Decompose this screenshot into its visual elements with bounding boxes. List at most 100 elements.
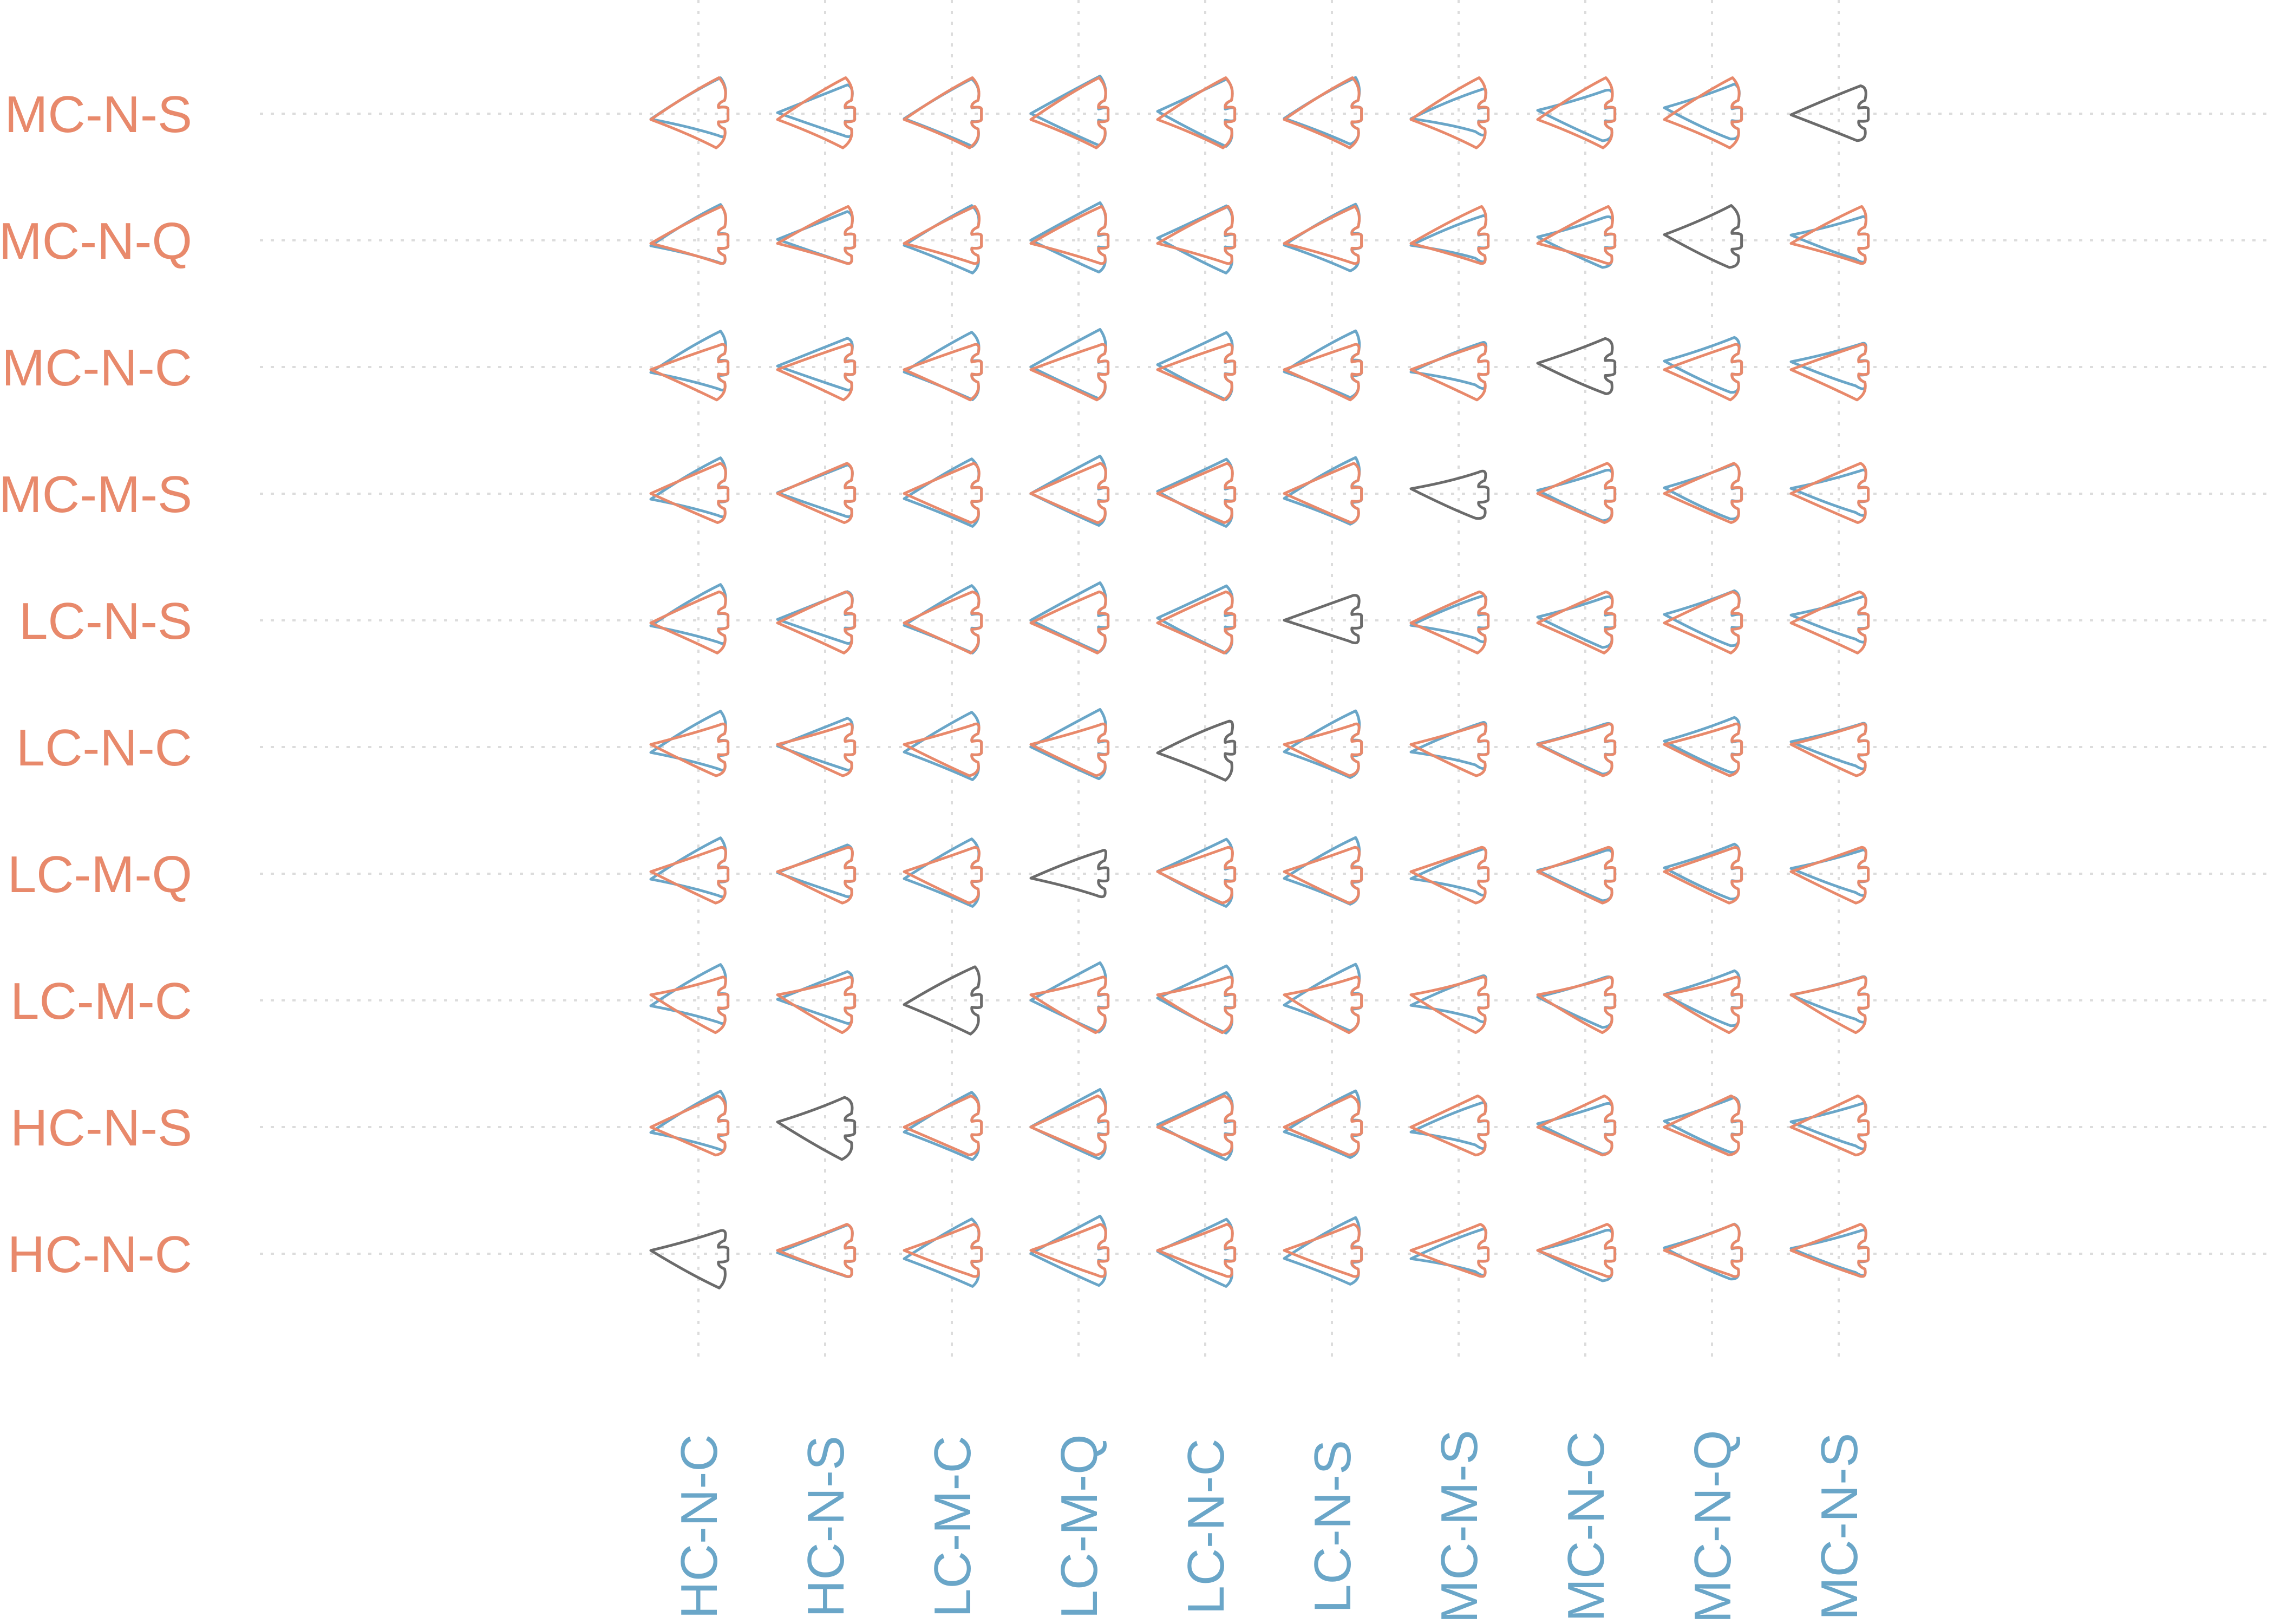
shape-cell xyxy=(649,583,730,654)
shape-outline-row-group xyxy=(1536,1094,1617,1157)
shape-outline-column-group xyxy=(649,330,730,392)
shape-outline-row-group xyxy=(1536,76,1617,149)
shape-cell xyxy=(1789,462,1870,524)
shape-outline-row-group xyxy=(1029,1223,1110,1278)
shape-cell xyxy=(776,843,857,905)
shape-cell xyxy=(649,76,730,149)
shape-outline-row-group xyxy=(1663,76,1743,149)
shape-outline-diagonal xyxy=(1156,719,1237,782)
shape-outline-row-group xyxy=(1409,1223,1490,1278)
shape-outline-row-group xyxy=(649,205,730,265)
shape-outline-row-group xyxy=(1156,1094,1237,1157)
shape-outline-row-group xyxy=(1789,1223,1870,1278)
shape-cell xyxy=(1663,462,1743,524)
shape-outline-row-group xyxy=(649,462,730,524)
shape-outline-row-group xyxy=(1789,846,1870,905)
shape-outline-column-group xyxy=(1789,848,1870,897)
shape-outline-row-group xyxy=(1663,1223,1743,1278)
shape-outline-row-group xyxy=(1663,1094,1743,1157)
shape-cell xyxy=(903,76,983,149)
shape-cell xyxy=(1789,975,1870,1034)
shape-outline-row-group xyxy=(649,590,730,654)
shape-outline-row-group xyxy=(1663,462,1743,524)
shape-outline-row-group xyxy=(1283,343,1363,402)
shape-outline-row-group xyxy=(1536,722,1617,777)
shape-cell xyxy=(903,457,983,528)
shape-outline-row-group xyxy=(1409,975,1490,1034)
shape-outline-row-group xyxy=(1156,590,1237,654)
shape-outline-row-group xyxy=(776,590,857,654)
shape-cell xyxy=(1663,589,1743,654)
shape-cell xyxy=(1789,84,1870,142)
shape-cell xyxy=(1283,709,1363,779)
shape-outline-row-group xyxy=(1536,1223,1617,1278)
shape-outline-column-group xyxy=(1409,848,1490,897)
shape-outline-diagonal xyxy=(776,1096,857,1161)
shape-cell xyxy=(1536,1223,1617,1282)
shape-outline-row-group xyxy=(776,462,857,524)
shape-outline-row-group xyxy=(649,1094,730,1157)
shape-cell xyxy=(1029,201,1110,274)
shape-cell xyxy=(1283,329,1363,402)
shape-cell xyxy=(1536,205,1617,269)
shape-cell xyxy=(776,462,857,524)
shape-cell xyxy=(1029,961,1110,1034)
shape-cell xyxy=(1536,975,1617,1034)
shape-cell xyxy=(903,331,983,402)
shape-cell xyxy=(903,204,983,274)
shape-cell xyxy=(903,711,983,781)
shape-outline-row-group xyxy=(776,846,857,905)
shape-outline-row-group xyxy=(1789,462,1870,524)
shape-cell xyxy=(1789,342,1870,402)
shape-cell xyxy=(1283,836,1363,906)
shape-outline-row-group xyxy=(1536,590,1617,654)
shape-cell xyxy=(1409,721,1490,777)
shape-cell xyxy=(776,717,857,777)
shape-cell xyxy=(1029,1088,1110,1161)
shape-cell xyxy=(1029,581,1110,654)
shape-outline-row-group xyxy=(1536,462,1617,524)
shape-outline-column-group xyxy=(1789,722,1870,770)
shape-outline-diagonal xyxy=(1283,594,1363,645)
row-label: LC-N-S xyxy=(19,592,192,650)
shape-outline-row-group xyxy=(903,590,983,654)
shape-outline-row-group xyxy=(1663,722,1743,777)
shape-cell xyxy=(1029,708,1110,781)
shape-cell xyxy=(649,1229,730,1289)
shape-outline-row-group xyxy=(1789,975,1870,1034)
grid-lines xyxy=(260,0,2274,1364)
shape-outline-row-group xyxy=(1283,76,1363,149)
shape-outline-row-group xyxy=(1283,975,1363,1034)
shape-outline-diagonal xyxy=(1663,204,1743,269)
column-label: LC-N-S xyxy=(1304,1440,1362,1613)
shape-cell xyxy=(1536,337,1617,395)
shape-outline-row-group xyxy=(1029,722,1110,777)
shape-outline-column-group xyxy=(1156,1091,1237,1161)
shape-outline-row-group xyxy=(776,722,857,777)
shape-cell xyxy=(776,970,857,1034)
column-label: HC-N-S xyxy=(797,1436,855,1618)
shape-cell xyxy=(1409,76,1490,149)
shape-outline-row-group xyxy=(1663,343,1743,402)
shape-outline-row-group xyxy=(1409,1094,1490,1157)
shape-outline-column-group xyxy=(1029,708,1110,781)
shape-cell xyxy=(1536,462,1617,524)
shape-outline-row-group xyxy=(1283,722,1363,777)
row-label: LC-N-C xyxy=(16,719,192,777)
shape-outline-row-group xyxy=(903,722,983,777)
column-label: LC-N-C xyxy=(1177,1438,1235,1614)
shape-cell xyxy=(1409,1094,1490,1157)
shape-outline-diagonal xyxy=(1789,84,1870,142)
shape-cell xyxy=(1156,76,1237,149)
shape-cell xyxy=(1156,331,1237,402)
shape-outline-diagonal xyxy=(1409,469,1490,520)
shape-cell xyxy=(903,837,983,908)
shape-cell xyxy=(1663,842,1743,905)
shape-cell xyxy=(1409,974,1490,1034)
shape-outline-diagonal xyxy=(903,965,983,1036)
shape-cell xyxy=(1663,1094,1743,1157)
shape-outline-column-group xyxy=(1156,457,1237,528)
shape-outline-column-group xyxy=(1663,1222,1743,1281)
shape-outline-row-group xyxy=(649,975,730,1034)
